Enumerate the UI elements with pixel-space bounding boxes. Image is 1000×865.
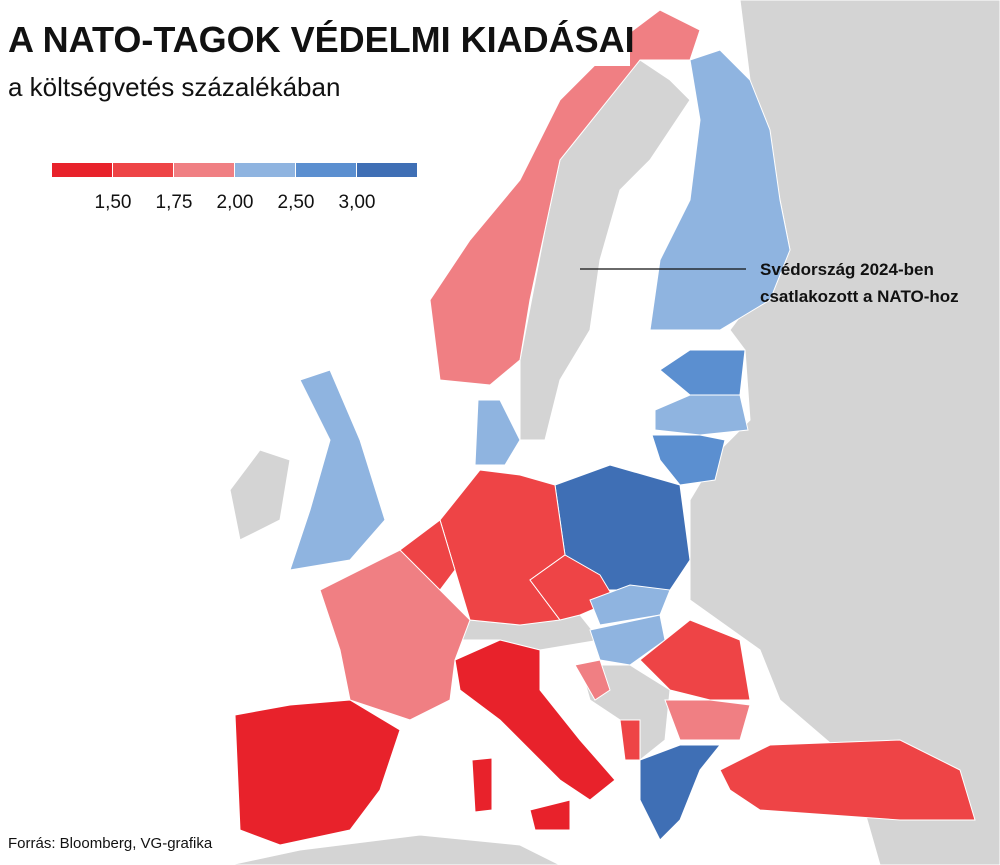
france [319,549,471,721]
legend-swatch [52,163,112,177]
latvia [654,394,749,436]
slovakia [589,584,671,626]
legend-label: 3,00 [339,192,376,213]
annotation: Svédország 2024-ben [760,260,934,279]
legend-label: 1,75 [156,192,193,213]
source: Forrás: Bloomberg, VG-grafika [8,835,213,852]
turkey [719,739,976,821]
bulgaria [664,699,751,741]
countries [234,9,976,846]
title-bg [0,0,630,66]
legend-swatch [113,163,173,177]
lithuania [651,434,726,486]
annotation: csatlakozott a NATO-hoz [760,287,959,306]
iberia [234,699,401,846]
legend-label: 2,50 [278,192,315,213]
legend-swatch [174,163,234,177]
subtitle: a költségvetés százalékában [8,72,340,102]
romania [639,619,751,701]
legend-label: 2,00 [217,192,254,213]
legend: 1,50 1,75 2,00 2,50 3,00 [52,163,417,213]
legend-swatch [296,163,356,177]
sicily [529,799,571,831]
north-africa [229,834,561,865]
land [229,0,1000,865]
legend-swatch [357,163,417,177]
legend-swatch [235,163,295,177]
italy [454,639,616,801]
albania [619,719,641,761]
legend-label: 1,50 [95,192,132,213]
united-kingdom [289,369,386,571]
sardinia [471,757,493,813]
estonia [659,349,746,396]
denmark [474,399,521,466]
ireland [229,449,291,541]
greece [639,744,722,841]
croatia [574,659,611,701]
hungary [589,614,666,666]
title: A NATO-TAGOK VÉDELMI KIADÁSAI [8,19,635,60]
finland [649,49,791,331]
